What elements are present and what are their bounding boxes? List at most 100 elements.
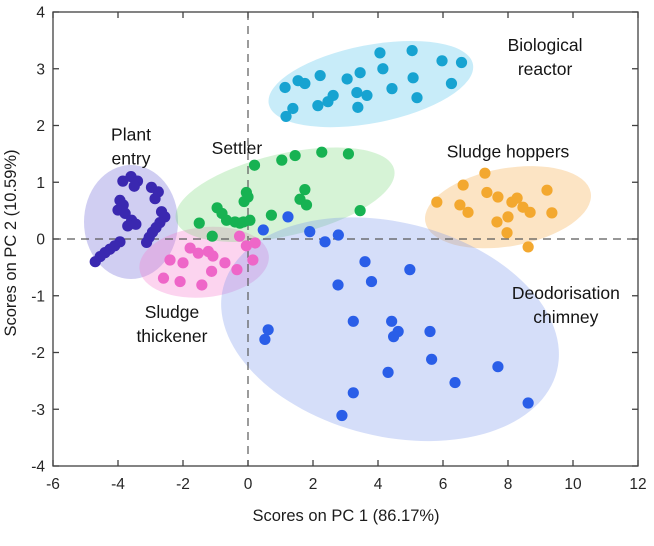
data-point-sludge-hoppers — [491, 216, 503, 228]
data-point-settler — [244, 214, 256, 226]
data-point-sludge-thickener — [192, 247, 204, 259]
y-tick-label: 4 — [36, 5, 45, 22]
data-point-biological-reactor — [455, 56, 468, 69]
data-point-deodorisation-chimney — [304, 226, 316, 238]
x-tick-label: 12 — [629, 476, 646, 493]
data-point-sludge-hoppers — [546, 207, 558, 219]
data-point-sludge-thickener — [174, 275, 186, 288]
data-point-biological-reactor — [327, 89, 339, 102]
data-point-plant-entry — [128, 180, 140, 192]
data-point-biological-reactor — [377, 63, 389, 75]
data-point-biological-reactor — [280, 110, 292, 123]
data-point-sludge-hoppers — [479, 167, 491, 179]
zero-reference-lines — [53, 12, 638, 466]
cluster-ellipses — [84, 40, 592, 442]
data-point-sludge-hoppers — [501, 227, 513, 239]
cluster-label-deodorisation-chimney: Deodorisation chimney — [512, 283, 620, 327]
data-point-sludge-hoppers — [457, 179, 469, 191]
data-point-sludge-thickener — [240, 240, 252, 252]
data-point-deodorisation-chimney — [332, 229, 344, 241]
data-point-biological-reactor — [341, 73, 353, 85]
data-point-biological-reactor — [279, 81, 291, 94]
data-point-deodorisation-chimney — [492, 361, 504, 373]
data-point-settler — [265, 209, 277, 221]
data-point-deodorisation-chimney — [336, 409, 348, 422]
data-point-sludge-thickener — [207, 250, 219, 262]
cluster-ellipse-sludge-thickener — [139, 226, 269, 298]
data-point-deodorisation-chimney — [257, 224, 269, 236]
y-tick-label: -2 — [31, 345, 45, 362]
data-point-biological-reactor — [411, 92, 423, 104]
x-tick-label: 10 — [564, 476, 582, 493]
y-tick-label: 3 — [36, 61, 45, 78]
data-point-settler — [354, 205, 366, 217]
data-point-settler — [300, 199, 313, 211]
data-point-deodorisation-chimney — [382, 366, 394, 378]
data-point-settler — [242, 191, 254, 203]
x-tick-label: 0 — [244, 476, 253, 493]
data-point-biological-reactor — [314, 69, 326, 82]
data-point-sludge-thickener — [249, 237, 261, 249]
x-tick-label: 6 — [439, 476, 448, 493]
data-point-deodorisation-chimney — [522, 397, 534, 409]
y-tick-label: 1 — [36, 175, 45, 192]
data-point-deodorisation-chimney — [347, 387, 359, 399]
data-point-settler — [342, 148, 355, 160]
axes-frame — [52, 11, 639, 467]
data-point-plant-entry — [89, 256, 101, 268]
y-axis-label: Scores on PC 2 (10.59%) — [2, 149, 20, 336]
x-tick-label: -2 — [176, 476, 190, 493]
data-point-sludge-hoppers — [454, 199, 466, 211]
x-tick-label: -6 — [46, 476, 60, 493]
data-point-sludge-thickener — [184, 242, 196, 254]
x-tick-label: 4 — [374, 476, 383, 493]
cluster-label-sludge-hoppers: Sludge hoppers — [447, 141, 570, 161]
x-axis-label: Scores on PC 1 (86.17%) — [252, 507, 439, 525]
data-point-sludge-thickener — [164, 254, 176, 266]
cluster-label-biological-reactor: Biological reactor — [508, 35, 583, 79]
data-point-biological-reactor — [436, 55, 448, 67]
data-point-settler — [193, 217, 205, 229]
data-point-biological-reactor — [386, 83, 398, 95]
data-point-biological-reactor — [407, 72, 419, 84]
x-tick-label: -4 — [111, 476, 125, 493]
cluster-label-settler: Settler — [212, 138, 263, 158]
data-point-deodorisation-chimney — [426, 353, 438, 365]
data-point-sludge-hoppers — [502, 211, 514, 223]
data-point-deodorisation-chimney — [262, 324, 274, 336]
data-point-biological-reactor — [287, 102, 299, 115]
data-point-deodorisation-chimney — [449, 376, 461, 389]
data-point-deodorisation-chimney — [424, 325, 436, 338]
data-point-biological-reactor — [354, 67, 366, 79]
data-point-biological-reactor — [445, 77, 458, 90]
data-point-biological-reactor — [299, 77, 311, 90]
data-point-settler — [316, 146, 328, 158]
data-point-settler — [299, 184, 311, 196]
data-point-sludge-hoppers — [522, 241, 534, 253]
data-point-plant-entry — [122, 220, 134, 232]
cluster-label-sludge-thickener: Sludge thickener — [136, 302, 207, 346]
y-tick-label: 2 — [36, 118, 45, 135]
data-point-biological-reactor — [406, 44, 418, 57]
data-point-sludge-hoppers — [541, 184, 553, 196]
data-point-deodorisation-chimney — [347, 315, 359, 327]
x-tick-label: 8 — [504, 476, 513, 493]
data-point-settler — [248, 159, 261, 171]
data-point-biological-reactor — [312, 100, 324, 112]
data-point-settler — [289, 149, 301, 162]
data-point-settler — [276, 154, 288, 166]
data-point-sludge-thickener — [233, 230, 246, 242]
y-tick-label: -1 — [31, 288, 45, 305]
data-point-sludge-hoppers — [511, 192, 523, 204]
data-point-plant-entry — [117, 175, 129, 187]
data-point-plant-entry — [141, 236, 153, 249]
y-tick-label: -4 — [31, 459, 45, 476]
data-points — [89, 44, 558, 422]
data-point-deodorisation-chimney — [386, 315, 398, 327]
cluster-labels: Plant entry Sludge thickener Settler Biologic… — [111, 35, 620, 346]
data-point-settler — [220, 214, 233, 226]
data-point-deodorisation-chimney — [259, 333, 271, 346]
